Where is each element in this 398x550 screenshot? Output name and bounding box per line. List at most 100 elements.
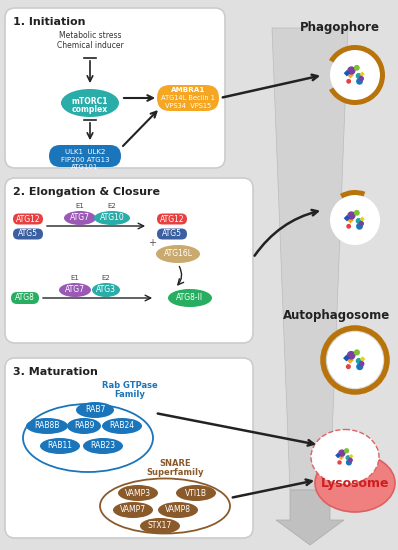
Text: RAB11: RAB11 [47,442,72,450]
Text: VPS34  VPS15: VPS34 VPS15 [165,103,211,109]
Text: 1. Initiation: 1. Initiation [13,17,86,27]
Text: STX17: STX17 [148,521,172,531]
Text: Family: Family [115,390,145,399]
Text: VAMP8: VAMP8 [165,505,191,514]
Text: ATG10: ATG10 [100,213,124,223]
Circle shape [355,211,359,215]
Circle shape [338,461,341,464]
Text: mTORC1: mTORC1 [72,96,108,106]
Text: VTI1B: VTI1B [185,488,207,498]
Polygon shape [276,490,344,545]
Text: ATG8-II: ATG8-II [176,294,203,302]
Text: FIP200 ATG13: FIP200 ATG13 [60,157,109,163]
Circle shape [347,224,350,228]
Text: ATG7: ATG7 [65,285,85,294]
Circle shape [356,74,361,78]
FancyBboxPatch shape [13,213,43,224]
FancyBboxPatch shape [5,358,253,538]
Polygon shape [344,215,350,222]
Circle shape [355,350,359,355]
Text: Autophagosome: Autophagosome [283,309,390,322]
Text: RAB7: RAB7 [85,405,105,415]
Polygon shape [347,217,354,223]
Circle shape [357,359,361,364]
Text: Superfamily: Superfamily [146,468,204,477]
Circle shape [339,450,345,456]
Text: ATG12: ATG12 [160,214,184,223]
Ellipse shape [59,283,91,297]
Polygon shape [343,355,350,361]
Text: ATG8: ATG8 [15,294,35,302]
Text: 3. Maturation: 3. Maturation [13,367,98,377]
Circle shape [348,67,355,74]
Ellipse shape [61,89,119,117]
Text: Chemical inducer: Chemical inducer [57,41,123,50]
Circle shape [357,364,363,370]
Text: ATG16L: ATG16L [164,250,193,258]
Circle shape [355,65,359,70]
Ellipse shape [140,518,180,534]
Circle shape [357,224,362,229]
Ellipse shape [158,502,198,518]
Circle shape [356,219,361,223]
Text: E1: E1 [76,203,84,209]
Circle shape [359,76,363,81]
Circle shape [347,460,351,465]
Ellipse shape [83,438,123,454]
Text: ATG101: ATG101 [71,164,99,170]
Polygon shape [344,70,350,76]
Text: ATG12: ATG12 [16,214,40,223]
Text: 2. Elongation & Closure: 2. Elongation & Closure [13,187,160,197]
Ellipse shape [92,283,120,297]
FancyBboxPatch shape [157,213,187,224]
Text: Metabolic stress: Metabolic stress [59,31,121,40]
Polygon shape [359,217,365,222]
Text: Rab GTPase: Rab GTPase [102,381,158,390]
Text: +: + [148,238,156,248]
Ellipse shape [315,454,395,512]
Text: RAB8B: RAB8B [34,421,60,431]
Circle shape [330,50,380,100]
Circle shape [357,79,362,84]
Text: E1: E1 [70,275,80,281]
Polygon shape [272,28,348,490]
Circle shape [359,362,364,366]
Polygon shape [347,72,354,79]
FancyBboxPatch shape [11,292,39,304]
Ellipse shape [311,430,379,485]
FancyBboxPatch shape [5,8,225,168]
Ellipse shape [40,438,80,454]
FancyBboxPatch shape [157,85,219,111]
Text: VAMP7: VAMP7 [120,505,146,514]
Text: VAMP3: VAMP3 [125,488,151,498]
Circle shape [359,222,363,225]
Text: RAB23: RAB23 [90,442,115,450]
Text: ATG3: ATG3 [96,285,116,294]
Circle shape [348,212,355,219]
FancyBboxPatch shape [13,228,43,239]
Ellipse shape [102,418,142,434]
Polygon shape [360,356,365,362]
Text: Lysosome: Lysosome [321,476,389,490]
Circle shape [347,80,350,83]
Ellipse shape [113,502,153,518]
Polygon shape [347,356,354,364]
Text: AMBRA1: AMBRA1 [171,87,205,93]
Ellipse shape [176,485,216,501]
Circle shape [327,332,383,388]
Ellipse shape [156,245,200,263]
Ellipse shape [168,289,212,307]
Circle shape [346,456,350,460]
Ellipse shape [76,402,114,418]
Wedge shape [329,45,385,105]
Text: ATG7: ATG7 [70,213,90,223]
Ellipse shape [64,211,96,225]
Circle shape [345,449,349,453]
Polygon shape [338,454,344,460]
Text: E2: E2 [107,203,116,209]
FancyBboxPatch shape [157,228,187,239]
Text: E2: E2 [101,275,110,281]
Ellipse shape [26,418,68,434]
FancyBboxPatch shape [5,178,253,343]
Text: ATG14L Beclin 1: ATG14L Beclin 1 [161,95,215,101]
